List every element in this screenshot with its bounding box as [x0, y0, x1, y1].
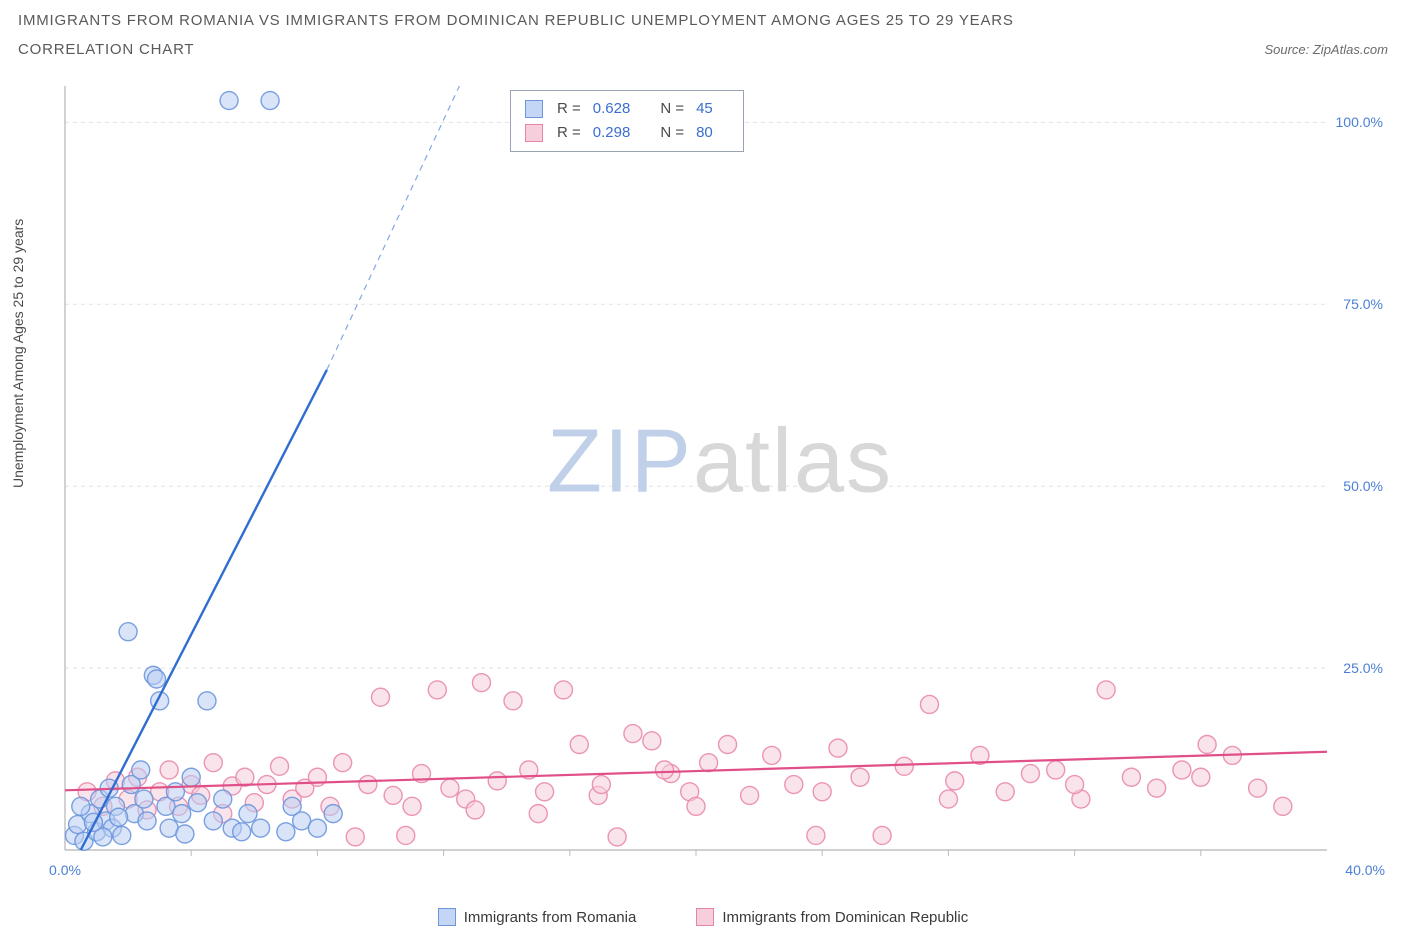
- legend-item-romania: Immigrants from Romania: [438, 908, 637, 926]
- y-tick-label: 50.0%: [1343, 478, 1385, 494]
- title-bar: IMMIGRANTS FROM ROMANIA VS IMMIGRANTS FR…: [0, 0, 1406, 58]
- y-axis-label: Unemployment Among Ages 25 to 29 years: [10, 219, 26, 488]
- n-value-dominican: 80: [696, 121, 713, 145]
- y-tick-label: 100.0%: [1336, 114, 1385, 130]
- n-label-2: N =: [660, 121, 684, 145]
- stat-legend: R = 0.628 N = 45 R = 0.298 N = 80: [510, 90, 744, 152]
- y-tick-label: 25.0%: [1343, 660, 1385, 676]
- legend-item-dominican: Immigrants from Dominican Republic: [696, 908, 968, 926]
- swatch-dominican: [525, 124, 543, 142]
- swatch-romania: [525, 100, 543, 118]
- chart-container: Unemployment Among Ages 25 to 29 years Z…: [0, 68, 1406, 930]
- legend-label-dominican: Immigrants from Dominican Republic: [722, 909, 968, 926]
- chart-title-line1: IMMIGRANTS FROM ROMANIA VS IMMIGRANTS FR…: [18, 12, 1388, 29]
- source-name: ZipAtlas.com: [1313, 42, 1388, 57]
- stat-legend-row-dominican: R = 0.298 N = 80: [525, 121, 729, 145]
- n-label: N =: [660, 97, 684, 121]
- y-tick-label: 75.0%: [1343, 296, 1385, 312]
- series-legend: Immigrants from Romania Immigrants from …: [0, 908, 1406, 926]
- plot-area: ZIPatlas R = 0.628 N = 45 R = 0.298 N = …: [55, 78, 1385, 878]
- chart-title-line2: CORRELATION CHART: [18, 41, 194, 58]
- source-prefix: Source:: [1264, 42, 1312, 57]
- r-value-dominican: 0.298: [593, 121, 631, 145]
- x-tick-left: 0.0%: [49, 862, 81, 878]
- legend-swatch-romania: [438, 908, 456, 926]
- r-value-romania: 0.628: [593, 97, 631, 121]
- legend-swatch-dominican: [696, 908, 714, 926]
- n-value-romania: 45: [696, 97, 713, 121]
- source-attribution: Source: ZipAtlas.com: [1264, 42, 1388, 57]
- r-label-2: R =: [557, 121, 581, 145]
- x-tick-right: 40.0%: [1345, 862, 1385, 878]
- r-label: R =: [557, 97, 581, 121]
- legend-label-romania: Immigrants from Romania: [464, 909, 637, 926]
- stat-legend-row-romania: R = 0.628 N = 45: [525, 97, 729, 121]
- scatter-svg: [55, 78, 1385, 878]
